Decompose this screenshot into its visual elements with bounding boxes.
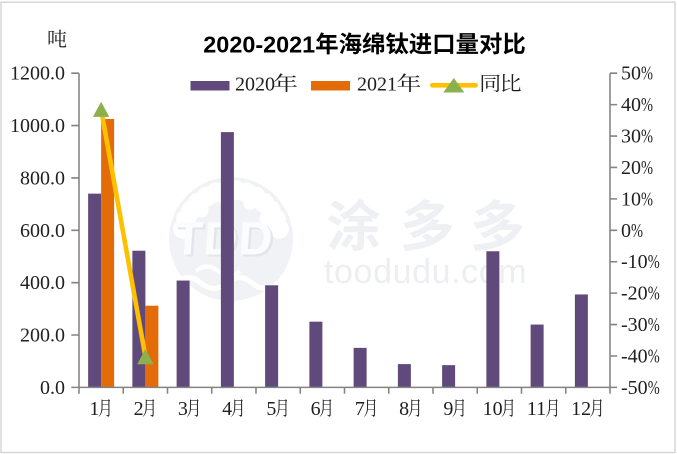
svg-text:600.0: 600.0	[20, 220, 65, 242]
svg-text:%: %	[648, 313, 660, 336]
svg-text:30: 30	[621, 126, 641, 148]
svg-text:12: 12	[571, 398, 591, 420]
svg-text:%: %	[648, 344, 660, 367]
svg-text:-40: -40	[621, 346, 648, 368]
svg-text:%: %	[641, 61, 653, 84]
svg-text:200.0: 200.0	[20, 325, 65, 347]
svg-text:%: %	[641, 187, 653, 210]
svg-text:1000.0: 1000.0	[10, 115, 65, 137]
svg-text:2021: 2021	[357, 74, 397, 96]
svg-text:4: 4	[222, 398, 232, 420]
svg-text:40: 40	[621, 94, 641, 116]
svg-text:-30: -30	[621, 314, 648, 336]
svg-text:400.0: 400.0	[20, 272, 65, 294]
svg-text:2: 2	[134, 398, 144, 420]
svg-text:11: 11	[527, 398, 546, 420]
svg-text:9: 9	[443, 398, 453, 420]
svg-text:%: %	[631, 218, 643, 241]
svg-text:8: 8	[399, 398, 409, 420]
svg-text:%: %	[641, 124, 653, 147]
svg-text:10: 10	[483, 398, 503, 420]
svg-text:3: 3	[178, 398, 188, 420]
svg-text:5: 5	[266, 398, 276, 420]
svg-text:%: %	[648, 250, 660, 273]
svg-text:20: 20	[621, 157, 641, 179]
svg-text:-10: -10	[621, 251, 648, 273]
svg-text:%: %	[648, 281, 660, 304]
svg-text:2020-2021: 2020-2021	[203, 31, 315, 57]
svg-text:0: 0	[621, 220, 631, 242]
svg-text:7: 7	[355, 398, 365, 420]
svg-text:10: 10	[621, 188, 641, 210]
svg-text:-20: -20	[621, 283, 648, 305]
svg-text:800.0: 800.0	[20, 167, 65, 189]
svg-text:1200.0: 1200.0	[10, 63, 65, 85]
svg-text:2020: 2020	[235, 74, 275, 96]
svg-text:%: %	[641, 93, 653, 116]
svg-text:-50: -50	[621, 377, 648, 399]
svg-text:0.0: 0.0	[40, 377, 65, 399]
svg-text:%: %	[648, 376, 660, 399]
svg-text:1: 1	[89, 398, 99, 420]
svg-text:%: %	[641, 156, 653, 179]
svg-text:6: 6	[311, 398, 321, 420]
svg-text:50: 50	[621, 63, 641, 85]
